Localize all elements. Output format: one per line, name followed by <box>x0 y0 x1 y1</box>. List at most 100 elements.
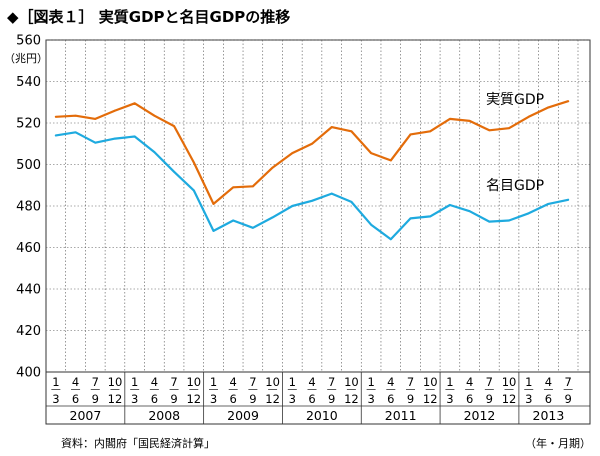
x-tick-label-start-month: 10 <box>344 375 359 389</box>
data-point <box>330 126 333 129</box>
x-tick-label-end-month: 12 <box>265 392 280 406</box>
series-lines <box>54 100 570 241</box>
data-point <box>153 151 156 153</box>
x-tick-label-end-month: 3 <box>367 392 374 406</box>
data-point <box>311 142 313 145</box>
data-point <box>370 223 373 226</box>
x-tick-label-start-month: 4 <box>230 375 237 389</box>
data-point <box>291 205 294 207</box>
data-point <box>350 200 353 203</box>
data-point <box>153 114 156 117</box>
data-point <box>350 130 353 133</box>
data-point <box>212 203 215 205</box>
data-point <box>389 159 392 162</box>
x-tick-label-start-month: 7 <box>407 375 414 389</box>
x-tick-label-start-month: 4 <box>466 375 473 389</box>
x-tick-label-start-month: 7 <box>249 375 256 389</box>
data-point <box>232 186 235 189</box>
x-tick-label-end-month: 3 <box>131 392 138 406</box>
data-point <box>330 192 333 195</box>
data-point <box>468 120 471 122</box>
data-point <box>547 203 550 205</box>
data-point <box>271 216 274 219</box>
data-point <box>449 204 451 206</box>
data-point <box>251 185 254 188</box>
x-tick-label-start-month: 4 <box>387 375 394 389</box>
x-tick-label-start-month: 10 <box>502 375 517 389</box>
y-tick-label: 500 <box>16 158 41 173</box>
x-tick-label-start-month: 1 <box>525 375 532 389</box>
data-point <box>54 134 57 137</box>
x-tick-label-end-month: 12 <box>344 392 359 406</box>
data-point <box>114 109 116 112</box>
chart-title: ◆［図表１］ 実質GDPと名目GDPの推移 <box>7 8 290 26</box>
x-tick-label-start-month: 10 <box>186 375 201 389</box>
year-label: 2007 <box>70 408 102 423</box>
y-tick-label: 480 <box>16 200 41 215</box>
data-point <box>370 152 373 154</box>
x-tick-label-start-month: 10 <box>423 375 438 389</box>
year-label: 2013 <box>533 408 565 423</box>
x-tick-label-end-month: 3 <box>289 392 296 406</box>
x-tick-label-end-month: 6 <box>387 392 394 406</box>
y-axis-unit: （兆円） <box>4 52 48 65</box>
x-tick-label-end-month: 12 <box>186 392 201 406</box>
x-axis: 1346791012134679101213467910121346791012… <box>46 371 590 424</box>
data-point <box>389 238 392 241</box>
x-tick-label-start-month: 7 <box>564 375 571 389</box>
y-tick-label: 400 <box>16 366 41 381</box>
series-label-nominal-gdp: 名目GDP <box>486 178 544 194</box>
source-note: 資料：内閣府「国民経済計算」 <box>61 436 215 450</box>
data-point <box>508 127 510 130</box>
y-tick-label: 560 <box>16 34 41 49</box>
plot-area <box>45 39 591 425</box>
data-point <box>133 135 136 138</box>
data-point <box>133 102 136 105</box>
x-tick-label-start-month: 4 <box>308 375 315 389</box>
data-point <box>429 130 432 133</box>
x-tick-label-end-month: 9 <box>564 392 571 406</box>
data-point <box>173 125 175 128</box>
year-label: 2010 <box>306 408 338 423</box>
data-point <box>567 100 570 103</box>
x-tick-label-end-month: 3 <box>52 392 59 406</box>
data-point <box>488 129 491 132</box>
x-tick-label-start-month: 1 <box>446 375 453 389</box>
data-point <box>449 117 451 120</box>
year-label: 2009 <box>227 408 259 423</box>
x-tick-label-start-month: 7 <box>170 375 177 389</box>
data-point <box>409 217 412 220</box>
x-tick-label-start-month: 4 <box>72 375 79 389</box>
data-point <box>173 170 175 173</box>
data-point <box>54 115 57 118</box>
data-point <box>94 141 97 144</box>
data-point <box>409 133 412 136</box>
x-tick-label-end-month: 12 <box>423 392 438 406</box>
x-tick-label-start-month: 1 <box>131 375 138 389</box>
data-point <box>251 226 254 229</box>
data-point <box>271 166 274 169</box>
y-tick-label: 420 <box>16 324 41 339</box>
x-tick-label-end-month: 3 <box>446 392 453 406</box>
data-point <box>291 152 294 154</box>
data-point <box>192 161 195 164</box>
x-tick-label-start-month: 1 <box>52 375 59 389</box>
x-tick-label-start-month: 4 <box>545 375 552 389</box>
data-point <box>567 198 570 201</box>
x-tick-label-end-month: 6 <box>151 392 158 406</box>
x-tick-label-end-month: 3 <box>210 392 217 406</box>
x-tick-label-start-month: 1 <box>289 375 296 389</box>
data-point <box>232 219 235 222</box>
series-label-real-gdp: 実質GDP <box>486 92 544 108</box>
grid <box>46 39 590 373</box>
x-tick-label-end-month: 6 <box>230 392 237 406</box>
x-tick-label-end-month: 9 <box>486 392 493 406</box>
x-axis-period-note: （年・月期） <box>525 436 591 450</box>
x-tick-label-start-month: 4 <box>151 375 158 389</box>
x-tick-label-end-month: 6 <box>308 392 315 406</box>
x-tick-label-end-month: 3 <box>525 392 532 406</box>
x-tick-label-start-month: 10 <box>108 375 123 389</box>
x-tick-label-end-month: 9 <box>170 392 177 406</box>
data-point <box>488 220 491 223</box>
year-label: 2011 <box>385 408 417 423</box>
